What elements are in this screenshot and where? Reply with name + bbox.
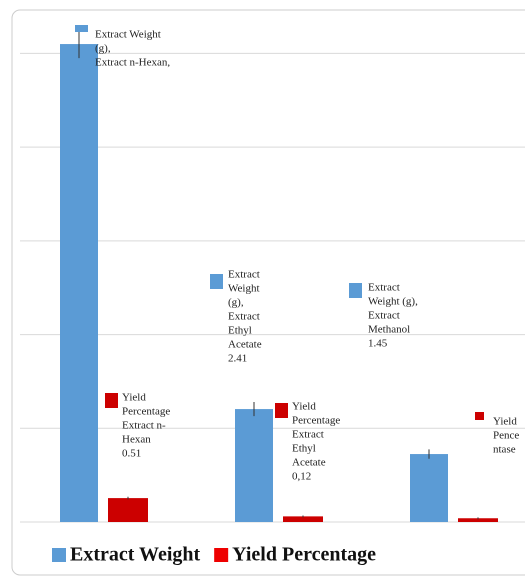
legend-swatch: [214, 548, 229, 562]
bar: [410, 454, 448, 522]
annotation-icon: [275, 403, 288, 418]
annotation-text: 0,12: [292, 471, 311, 483]
annotation-text: Hexan: [122, 434, 151, 446]
annotation-text: Acetate: [228, 339, 262, 351]
bar: [235, 409, 273, 522]
annotation-text: Weight (g),: [368, 296, 418, 308]
annotation-text: Extract: [228, 311, 260, 323]
annotation-icon: [349, 283, 362, 298]
annotation-text: Extract Weight: [95, 29, 161, 41]
annotation-text: Ethyl: [228, 325, 252, 337]
annotation-text: Pence: [493, 430, 519, 442]
annotation-text: Acetate: [292, 457, 326, 469]
annotation-text: (g),: [228, 297, 244, 309]
annotation-text: Methanol: [368, 324, 410, 336]
legend-label: Yield Percentage: [232, 544, 376, 566]
annotation-text: Percentage: [122, 406, 170, 418]
annotation-text: Yield: [493, 416, 517, 428]
annotation-text: 1.45: [368, 338, 388, 350]
legend-swatch: [52, 548, 66, 562]
bar: [108, 498, 148, 522]
annotation-text: (g),: [95, 43, 111, 55]
annotation-icon: [475, 412, 484, 420]
bar: [458, 518, 498, 522]
annotation-text: Extract: [292, 429, 324, 441]
annotation-text: Percentage: [292, 415, 340, 427]
annotation-text: Extract n-Hexan,: [95, 57, 170, 69]
annotation-text: Yield: [122, 392, 146, 404]
annotation-text: 0.51: [122, 448, 141, 460]
annotation-text: ntase: [493, 444, 516, 456]
annotation-text: Extract: [228, 269, 260, 281]
chart-frame: [11, 9, 525, 576]
bar: [283, 516, 323, 522]
annotation-text: Weight: [228, 283, 260, 295]
annotation-text: Extract: [368, 310, 400, 322]
legend-label: Extract Weight: [70, 544, 201, 566]
annotation-icon: [75, 25, 88, 32]
annotation-text: Ethyl: [292, 443, 316, 455]
annotation-icon: [105, 393, 118, 408]
annotation-text: Extract: [368, 282, 400, 294]
annotation-icon: [210, 274, 223, 289]
annotation-text: 2.41: [228, 353, 247, 365]
bar: [60, 44, 98, 523]
annotation-text: Extract n-: [122, 420, 166, 432]
annotation-text: Yield: [292, 401, 316, 413]
